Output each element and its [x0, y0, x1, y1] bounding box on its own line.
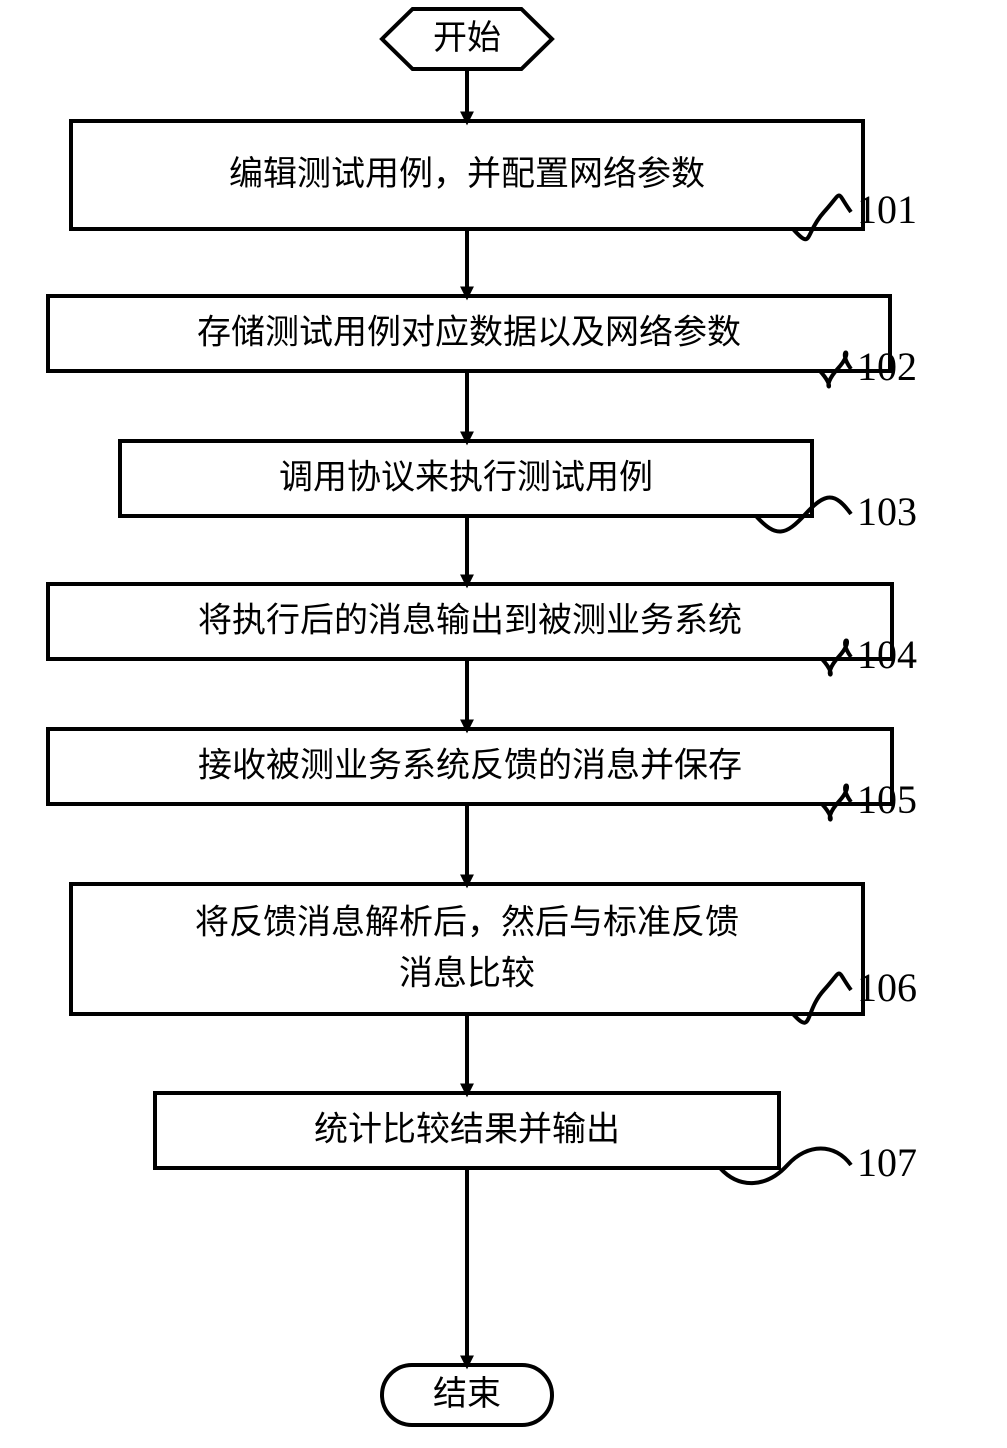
step-101: 编辑测试用例，并配置网络参数 101 [71, 121, 917, 239]
step-text: 存储测试用例对应数据以及网络参数 [197, 313, 741, 351]
step-id-label: 107 [857, 1140, 917, 1185]
end-label: 结束 [433, 1375, 501, 1413]
step-text: 将反馈消息解析后，然后与标准反馈 [195, 903, 739, 941]
end-node: 结束 [382, 1365, 552, 1425]
step-text: 统计比较结果并输出 [314, 1110, 620, 1148]
step-text: 接收被测业务系统反馈的消息并保存 [198, 746, 742, 784]
start-node: 开始 [382, 9, 552, 69]
step-id-label: 103 [857, 489, 917, 534]
step-id-label: 102 [857, 344, 917, 389]
start-label: 开始 [433, 19, 501, 57]
flowchart-svg: 开始编辑测试用例，并配置网络参数 101 存储测试用例对应数据以及网络参数 102 调用… [0, 0, 1007, 1448]
step-text: 调用协议来执行测试用例 [279, 458, 653, 496]
step-id-label: 104 [857, 632, 917, 677]
step-text: 将执行后的消息输出到被测业务系统 [198, 601, 742, 639]
step-106: 将反馈消息解析后，然后与标准反馈消息比较 106 [71, 884, 917, 1023]
step-id-label: 101 [857, 187, 917, 232]
step-text: 编辑测试用例，并配置网络参数 [229, 155, 705, 193]
step-id-label: 105 [857, 777, 917, 822]
step-id-label: 106 [857, 965, 917, 1010]
step-text: 消息比较 [399, 954, 535, 992]
